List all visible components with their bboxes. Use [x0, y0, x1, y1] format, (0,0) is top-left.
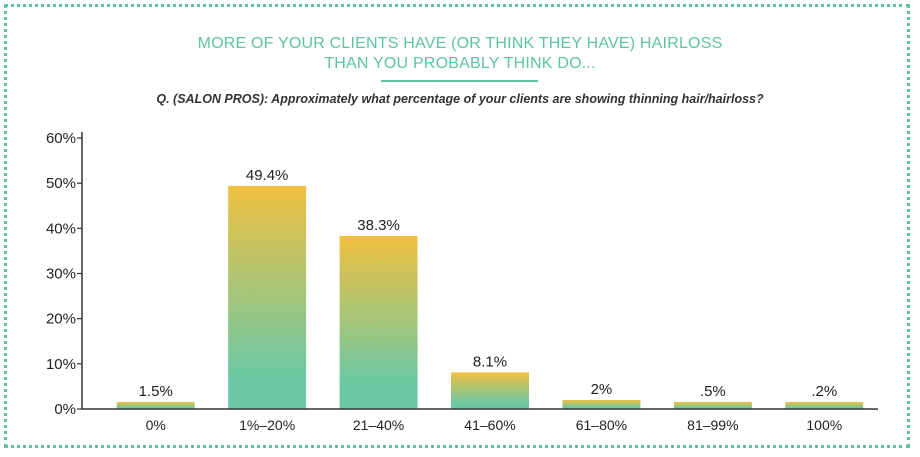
x-axis: 0% 1%–20% 21–40% 41–60% 61–80% 81–99% 100% — [82, 408, 878, 433]
x-category-label: 61–80% — [576, 417, 627, 433]
dotted-frame — [4, 4, 910, 448]
x-category-label: 41–60% — [464, 417, 515, 433]
y-tick-label: 60% — [46, 130, 76, 147]
bar — [116, 402, 195, 409]
bar-value-label: 1.5% — [139, 383, 173, 400]
bar — [228, 185, 307, 409]
x-category-label: 100% — [806, 417, 842, 433]
bar — [339, 236, 418, 409]
bar-value-label: .5% — [700, 383, 726, 400]
bars: 1.5% 49.4% 38.3% 8.1% 2% .5% .2% — [116, 167, 864, 409]
bar-value-label: 38.3% — [357, 217, 400, 234]
chart-title-line-1: MORE OF YOUR CLIENTS HAVE (OR THINK THEY… — [197, 35, 723, 52]
y-tick-label: 30% — [46, 266, 76, 283]
bar-value-label: 8.1% — [473, 353, 507, 370]
y-tick-label: 40% — [46, 220, 76, 237]
y-tick-label: 20% — [46, 311, 76, 328]
y-tick-label: 0% — [54, 401, 76, 418]
chart-title: MORE OF YOUR CLIENTS HAVE (OR THINK THEY… — [0, 34, 920, 74]
bar — [785, 402, 864, 409]
y-tick-label: 10% — [46, 356, 76, 373]
bar — [451, 372, 529, 409]
y-tick-label: 50% — [46, 175, 76, 192]
chart-title-line-2: THAN YOU PROBABLY THINK DO... — [324, 55, 596, 72]
bar — [673, 402, 752, 409]
y-axis: 0% 10% 20% 30% 40% 50% 60% — [46, 130, 83, 418]
bar-value-label: .2% — [811, 383, 837, 400]
survey-question: Q. (SALON PROS): Approximately what perc… — [156, 92, 764, 106]
bar — [562, 399, 641, 409]
x-category-label: 21–40% — [353, 417, 404, 433]
bar-value-label: 49.4% — [246, 167, 289, 184]
x-category-label: 1%–20% — [239, 417, 295, 433]
bar-value-label: 2% — [591, 381, 613, 398]
x-category-label: 0% — [146, 417, 166, 433]
x-category-label: 81–99% — [687, 417, 738, 433]
title-underline — [381, 80, 538, 82]
